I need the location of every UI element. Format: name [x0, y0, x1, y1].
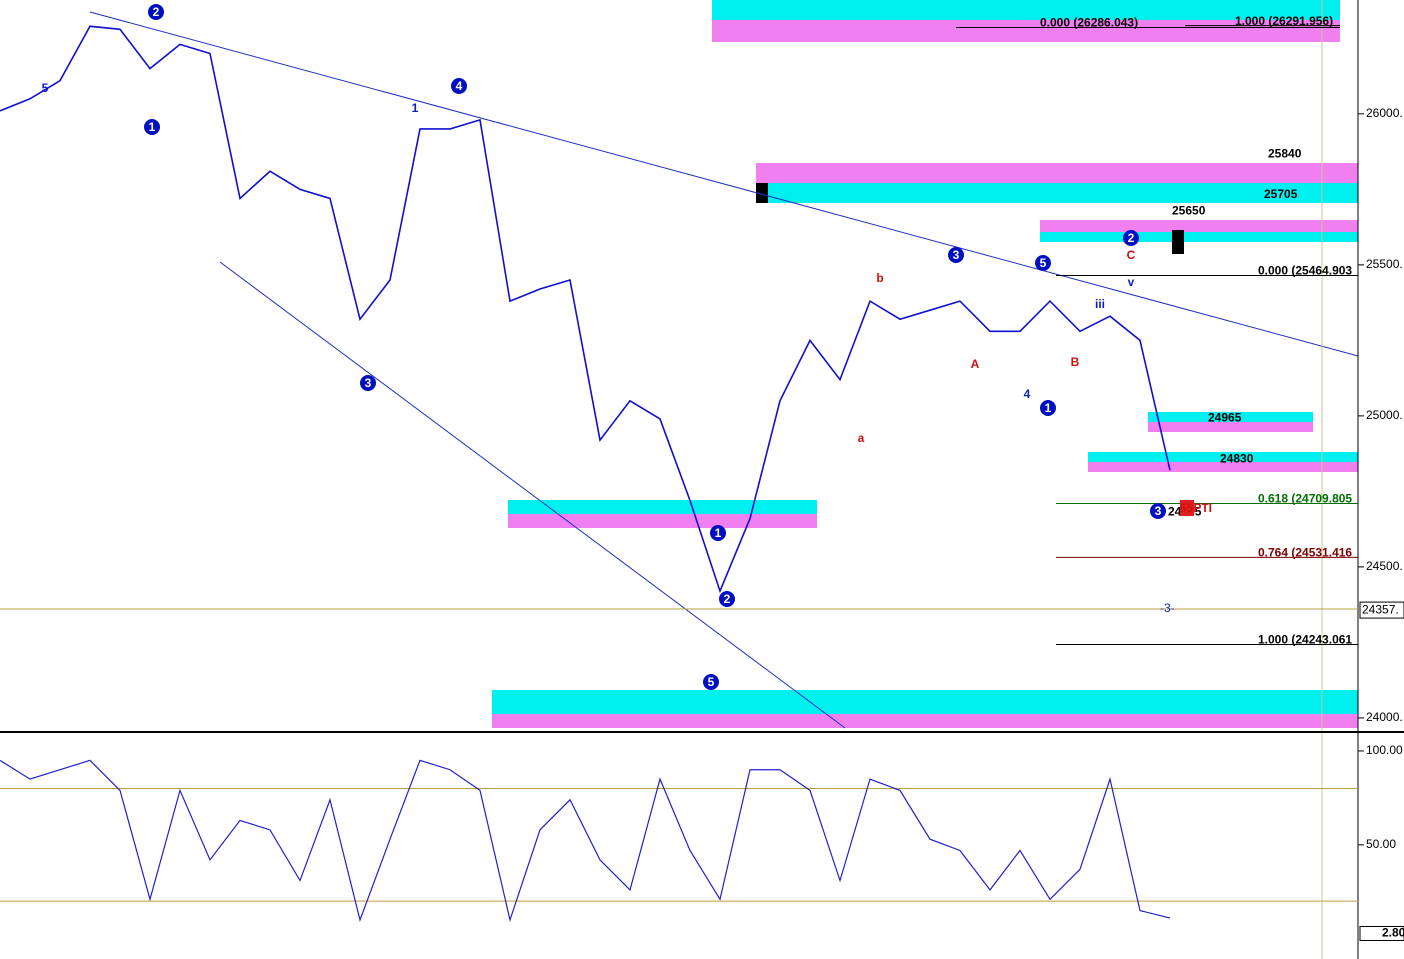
wave-label: C [1127, 248, 1136, 262]
zone [508, 514, 817, 528]
price-level-label: 25650 [1172, 204, 1206, 218]
y-tick-label: 26000. [1366, 106, 1403, 120]
price-box [1359, 601, 1404, 619]
wave-circle [948, 247, 964, 263]
wave-label: 5 [708, 675, 715, 689]
wave-circle [719, 591, 735, 607]
wave-label: B [1071, 355, 1080, 369]
zone [1040, 220, 1358, 232]
fib-label: 0.000 (26286.043) [1040, 16, 1138, 30]
wave-circle [360, 375, 376, 391]
fib-label: 0.618 (24709.805 [1258, 492, 1352, 506]
zone-marker [756, 183, 768, 203]
wave-label: 3 [1155, 504, 1162, 518]
annotation: 55PTI [1180, 501, 1212, 515]
zone [712, 20, 1340, 42]
wave-label: a [858, 431, 865, 445]
wave-label: 4 [1024, 387, 1031, 401]
wave-circle [1035, 255, 1051, 271]
fib-label: 0.000 (25464.903 [1258, 264, 1352, 278]
wave-circle [703, 674, 719, 690]
y-tick-label: 25500. [1366, 257, 1403, 271]
y-tick-label: 100.00 [1366, 743, 1403, 757]
wave-label: 2 [153, 5, 160, 19]
pti-box [1180, 500, 1194, 516]
series-line [0, 759, 1171, 923]
zone [492, 714, 1358, 728]
price-level-label: 25840 [1268, 146, 1302, 160]
y-tick-label: 24500. [1366, 559, 1403, 573]
wave-label: A [971, 357, 980, 371]
zone [1040, 232, 1358, 242]
wave-label: 1 [149, 120, 156, 134]
price-level-label: 24965 [1208, 411, 1242, 425]
fib-label: 1.000 (24243.061 [1258, 633, 1352, 647]
wave-label: 2 [724, 592, 731, 606]
wave-label: 4 [456, 79, 463, 93]
wave-label: 5 [42, 81, 49, 95]
zone [1148, 422, 1313, 432]
wave-label: 3 [365, 376, 372, 390]
zone [756, 163, 1358, 183]
wave-circle [1040, 400, 1056, 416]
price-level-label: 25705 [1264, 187, 1298, 201]
price-label: 24357. [1362, 602, 1399, 616]
zone-marker [1172, 230, 1184, 254]
wave-circle [710, 525, 726, 541]
wave-label: 3 [953, 248, 960, 262]
wave-label: iii [1095, 297, 1105, 311]
zone [756, 183, 1358, 203]
zone [1088, 462, 1358, 472]
y-tick-label: 50.00 [1366, 837, 1396, 851]
value-label: 2.80 [1382, 926, 1404, 940]
wave-circle [451, 78, 467, 94]
fib-label: 1.000 (26291.956) [1235, 14, 1333, 28]
price-level-label: 24830 [1220, 451, 1254, 465]
zone [1148, 412, 1313, 422]
zone [508, 500, 817, 514]
wave-circle [144, 119, 160, 135]
wave-label: 1 [1045, 401, 1052, 415]
wave-label: 2 [1128, 231, 1135, 245]
zones [492, 0, 1358, 728]
wave-label: 5 [1040, 256, 1047, 270]
trend-line [89, 11, 1359, 357]
zone [712, 0, 1340, 20]
wave-label: 1 [412, 101, 419, 115]
zone [1088, 452, 1358, 462]
wave-label: v [1128, 275, 1135, 289]
value-box [1359, 925, 1404, 941]
y-tick-label: 24000. [1366, 710, 1403, 724]
series-line [0, 25, 1171, 594]
wave-circle [1150, 503, 1166, 519]
zone [492, 690, 1358, 714]
fib-label: 0.764 (24531.416 [1258, 546, 1352, 560]
trend-line [219, 261, 846, 729]
annotation: -3- [1160, 601, 1175, 615]
wave-circle [148, 4, 164, 20]
wave-label: 1 [715, 526, 722, 540]
wave-label: b [876, 271, 883, 285]
y-tick-label: 25000. [1366, 408, 1403, 422]
wave-circle [1123, 230, 1139, 246]
